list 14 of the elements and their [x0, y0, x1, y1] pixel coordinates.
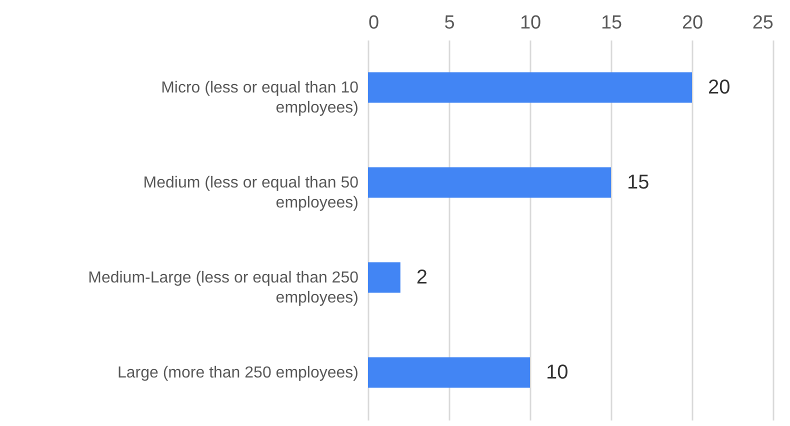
x-tick-label: 5: [444, 12, 455, 34]
y-tick-label: Medium (less or equal than 50 employees): [143, 174, 359, 212]
data-label: 10: [546, 362, 568, 384]
data-label: 20: [708, 76, 730, 98]
x-tick-label: 0: [368, 12, 380, 34]
x-tick-label: 25: [752, 12, 774, 34]
y-tick-label: Medium-Large (less or equal than 250 employees): [88, 270, 359, 306]
data-label: 15: [627, 172, 650, 194]
x-tick-label: 20: [682, 12, 704, 34]
y-tick-label: Micro (less or equal than 10 employees): [161, 80, 359, 116]
x-tick-label: 10: [520, 12, 542, 34]
data-label: 2: [416, 266, 428, 288]
y-tick-label: Large (more than 250 employees): [117, 364, 358, 382]
x-tick-label: 15: [600, 12, 622, 34]
